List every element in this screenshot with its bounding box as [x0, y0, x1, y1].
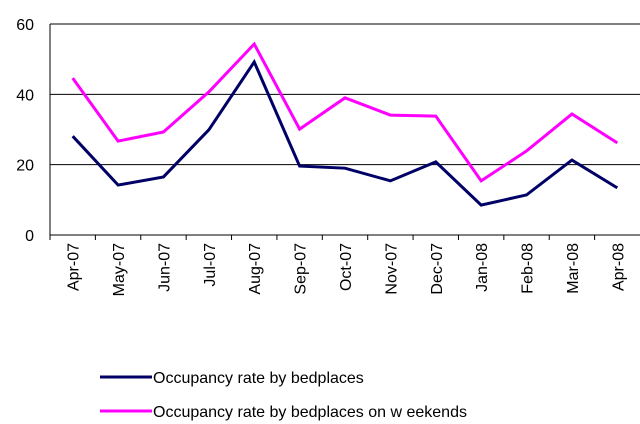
x-tick-label: Dec-07: [429, 243, 446, 295]
legend-label: Occupancy rate by bedplaces on w eekends: [153, 404, 467, 421]
y-tick-label: 40: [16, 87, 34, 104]
x-tick-label: Jun-07: [156, 243, 173, 292]
y-tick-label: 20: [16, 158, 34, 175]
y-tick-label: 60: [16, 17, 34, 34]
x-tick-label: Mar-08: [565, 243, 582, 294]
legend-label: Occupancy rate by bedplaces: [153, 370, 364, 387]
x-tick-label: Apr-08: [610, 243, 627, 291]
y-tick-label: 0: [25, 228, 34, 245]
x-tick-label: Sep-07: [293, 243, 310, 295]
x-tick-label: Aug-07: [247, 243, 264, 295]
x-tick-label: Jan-08: [474, 243, 491, 292]
x-tick-label: Feb-08: [520, 243, 537, 294]
x-tick-label: Oct-07: [338, 243, 355, 291]
x-tick-label: Nov-07: [383, 243, 400, 295]
x-tick-label: Apr-07: [66, 243, 83, 291]
x-tick-label: Jul-07: [202, 243, 219, 287]
x-tick-label: May-07: [111, 243, 128, 296]
series-line: [71, 58, 619, 207]
series-line: [71, 41, 619, 183]
